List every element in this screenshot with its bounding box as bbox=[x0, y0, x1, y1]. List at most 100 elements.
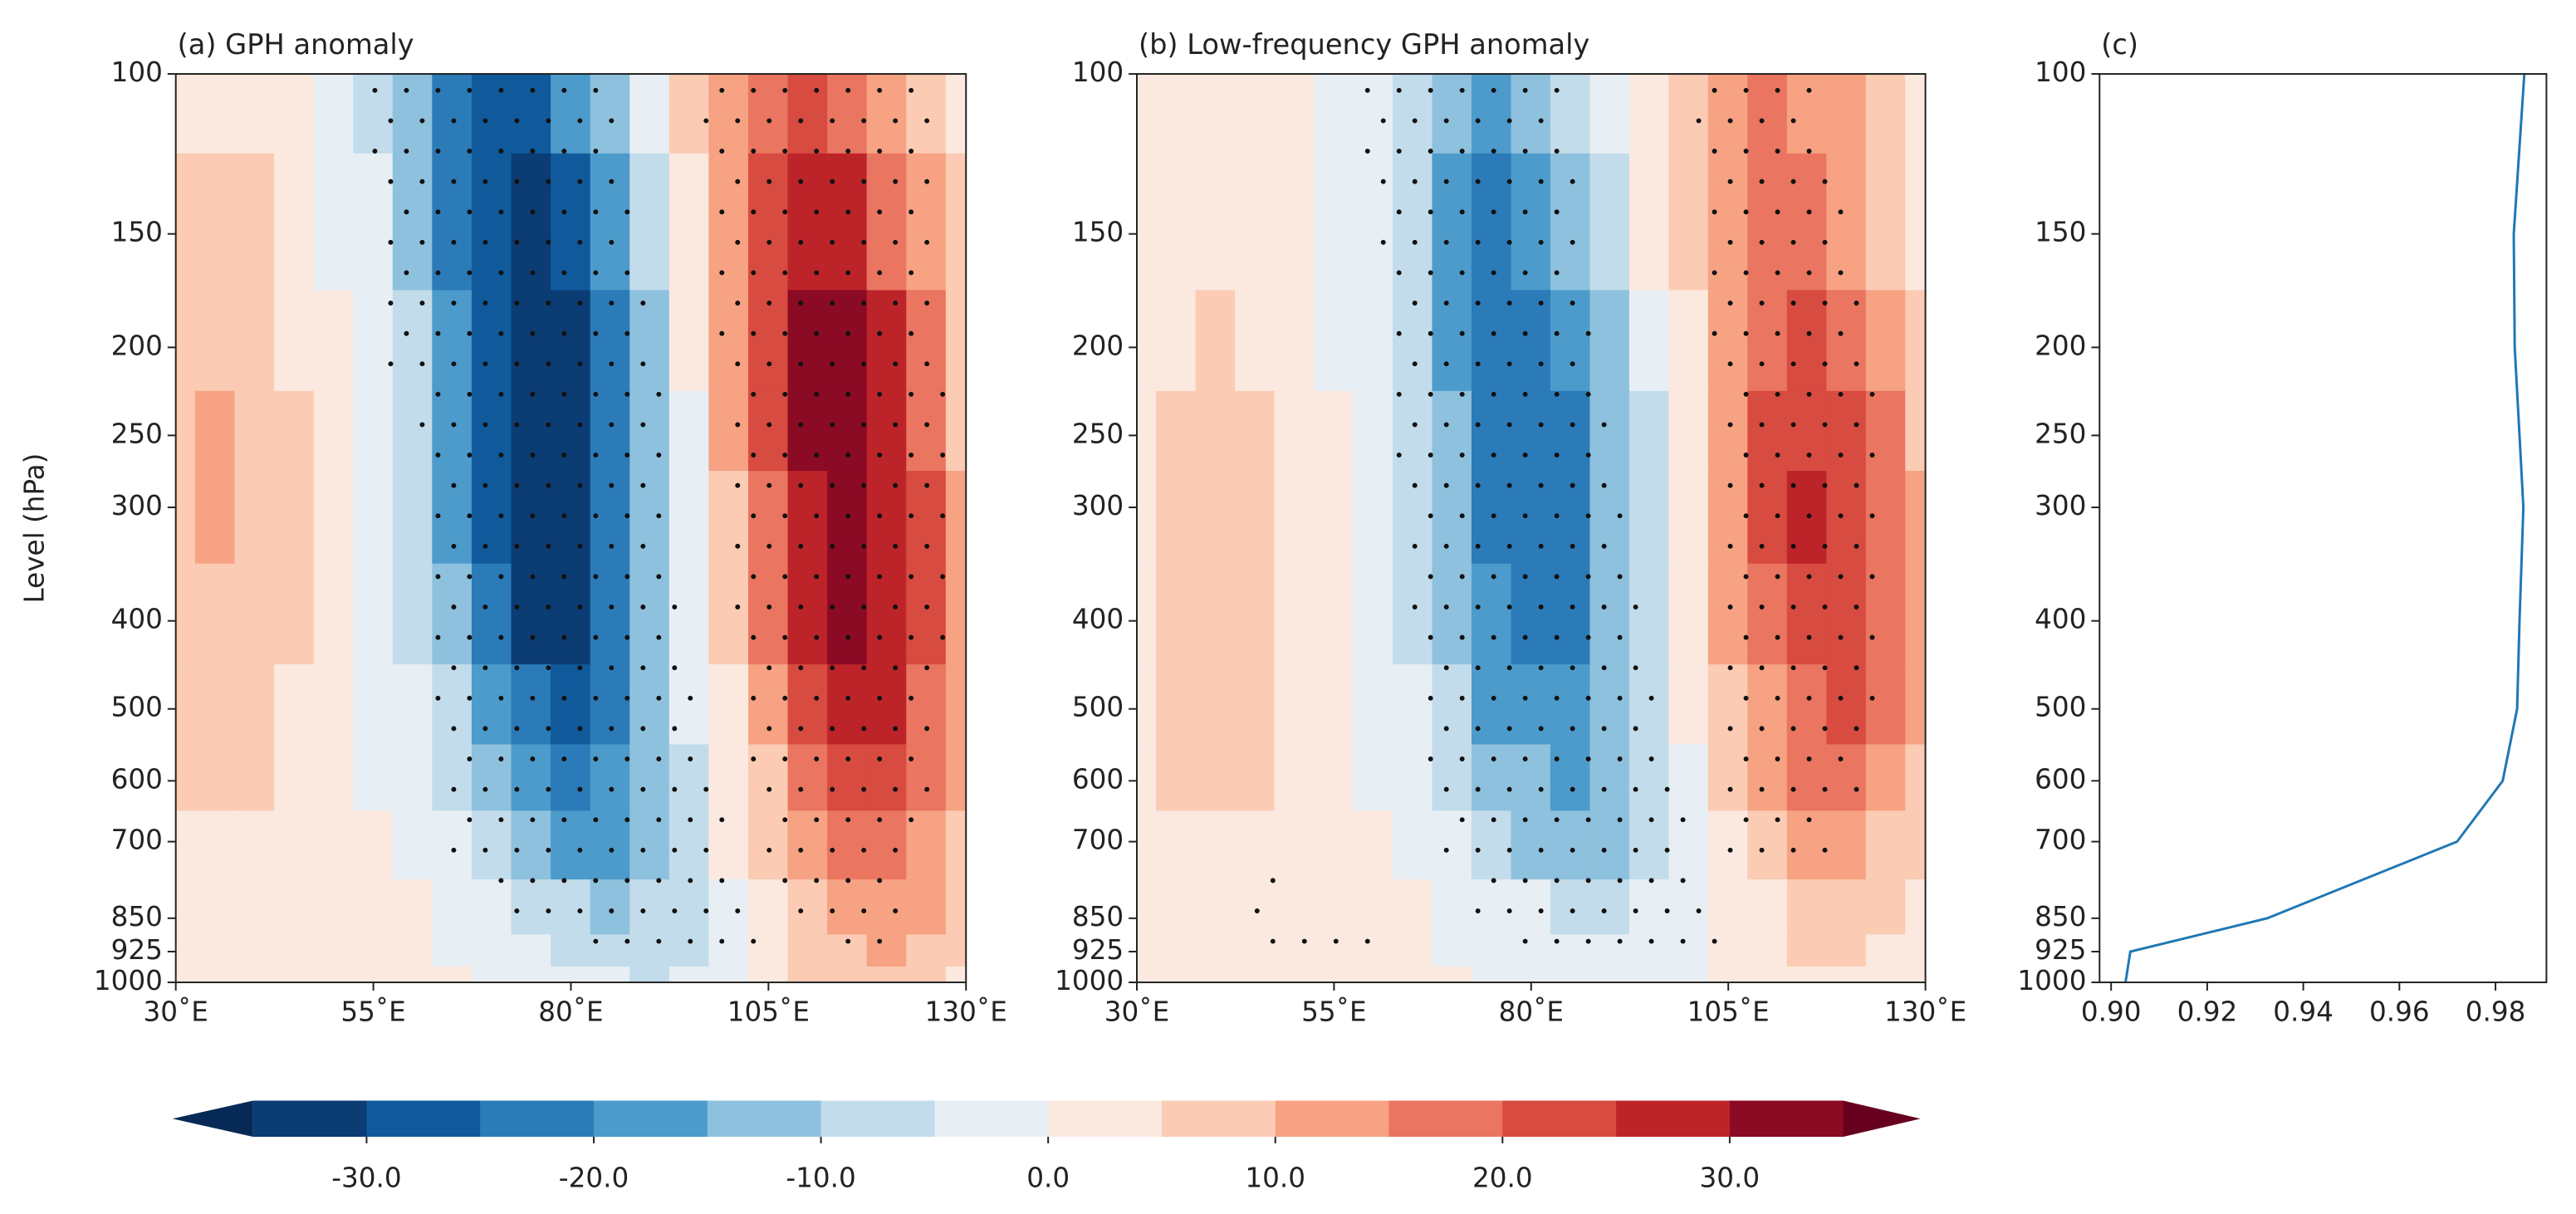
contour-cell bbox=[945, 471, 967, 565]
contour-cell bbox=[1668, 73, 1710, 154]
contour-cell bbox=[827, 664, 868, 746]
contour-cell bbox=[629, 563, 671, 666]
x-tick-label: 0.96 bbox=[2369, 996, 2430, 1028]
contour-cell bbox=[1628, 471, 1670, 565]
contour-cell bbox=[1136, 471, 1158, 565]
x-tick-label: 0.98 bbox=[2466, 996, 2526, 1028]
y-tick-label: 850 bbox=[2035, 901, 2086, 933]
x-tick-label: 0.94 bbox=[2273, 996, 2334, 1028]
colorbar-bin bbox=[1616, 1100, 1731, 1138]
contour-cell bbox=[274, 73, 315, 154]
contour-cell bbox=[1707, 73, 1749, 154]
contour-cell bbox=[1432, 744, 1473, 812]
contour-cell bbox=[1156, 934, 1197, 968]
contour-cell bbox=[1905, 153, 1927, 291]
contour-cell bbox=[1865, 290, 1907, 392]
contour-cell bbox=[313, 471, 355, 565]
contour-cell bbox=[1550, 290, 1591, 392]
contour-cell bbox=[629, 471, 671, 565]
contour-cell bbox=[1393, 664, 1433, 746]
contour-cell bbox=[1865, 73, 1907, 154]
contour-cell bbox=[629, 390, 671, 472]
contour-cell bbox=[590, 966, 631, 983]
contour-cell bbox=[1274, 471, 1315, 565]
contour-cell bbox=[1235, 153, 1276, 291]
contour-cell bbox=[1195, 290, 1237, 392]
stippling bbox=[751, 665, 930, 732]
contour-cell bbox=[432, 73, 473, 154]
contour-cell bbox=[194, 934, 236, 968]
contour-cell bbox=[1628, 744, 1670, 812]
contour-cell bbox=[1589, 810, 1631, 881]
contour-cell bbox=[945, 390, 967, 472]
contour-cell bbox=[194, 290, 236, 392]
contour-cell bbox=[1786, 664, 1828, 746]
contour-cell bbox=[1550, 879, 1591, 936]
contour-cell bbox=[471, 153, 512, 291]
contour-cell bbox=[747, 664, 789, 746]
contour-cell bbox=[708, 290, 750, 392]
contour-cell bbox=[1511, 664, 1552, 746]
contour-cell bbox=[1589, 879, 1631, 936]
contour-cell bbox=[708, 810, 750, 881]
contour-cell bbox=[432, 563, 473, 666]
contour-cell bbox=[1628, 390, 1670, 472]
contour-cell bbox=[1274, 290, 1315, 392]
contour-cell bbox=[1826, 290, 1867, 392]
x-tick-label: 130˚E bbox=[1884, 996, 1966, 1028]
contour-cell bbox=[175, 563, 197, 666]
contour-cell bbox=[274, 810, 315, 881]
contour-cell bbox=[1471, 934, 1512, 968]
contour-cell bbox=[1826, 744, 1867, 812]
contour-cell bbox=[787, 966, 829, 983]
contour-cell bbox=[787, 664, 829, 746]
x-tick-label: 0.90 bbox=[2081, 996, 2142, 1028]
panel-title: (a) GPH anomaly bbox=[178, 28, 414, 61]
contour-cell bbox=[1432, 73, 1473, 154]
colorbar-bin bbox=[1502, 1100, 1617, 1138]
contour-cell bbox=[827, 879, 868, 936]
contour-cell bbox=[1235, 744, 1276, 812]
contour-cell bbox=[1471, 153, 1512, 291]
contour-cell bbox=[1274, 73, 1315, 154]
contour-cell bbox=[1707, 153, 1749, 291]
y-tick-label: 250 bbox=[2035, 418, 2086, 449]
contour-cell bbox=[747, 744, 789, 812]
contour-cell bbox=[1136, 563, 1158, 666]
contour-cell bbox=[471, 290, 512, 392]
contour-cell bbox=[1136, 390, 1158, 472]
contour-cell bbox=[1353, 471, 1394, 565]
contour-cell bbox=[827, 810, 868, 881]
contour-cell bbox=[353, 664, 394, 746]
contour-cell bbox=[1353, 966, 1394, 983]
contour-cell bbox=[1353, 810, 1394, 881]
stippling bbox=[751, 756, 930, 792]
y-tick-label: 700 bbox=[1072, 825, 1124, 856]
contour-cell bbox=[1550, 153, 1591, 291]
contour-cell bbox=[1314, 879, 1354, 936]
stippling bbox=[419, 391, 662, 458]
contour-cell bbox=[1668, 390, 1710, 472]
y-tick-label: 400 bbox=[2035, 604, 2086, 635]
contour-cell bbox=[1353, 73, 1394, 154]
contour-cell bbox=[234, 879, 276, 936]
contour-cell bbox=[1471, 290, 1512, 392]
contour-cell bbox=[234, 471, 276, 565]
y-tick-label: 850 bbox=[111, 901, 163, 933]
contour-cell bbox=[866, 664, 908, 746]
contour-cell bbox=[1353, 744, 1394, 812]
contour-cell bbox=[353, 934, 394, 968]
contour-cell bbox=[1393, 73, 1433, 154]
contour-cell bbox=[175, 73, 197, 154]
contour-cell bbox=[708, 73, 750, 154]
contour-cell bbox=[1353, 879, 1394, 936]
stippling bbox=[435, 665, 693, 732]
contour-cell bbox=[906, 664, 948, 746]
contour-cell bbox=[313, 73, 355, 154]
contour-cell bbox=[629, 966, 671, 983]
contour-cell bbox=[1393, 563, 1433, 666]
x-tick-label: 105˚E bbox=[1687, 996, 1770, 1028]
contour-cell bbox=[392, 73, 433, 154]
contour-cell bbox=[1707, 290, 1749, 392]
contour-cell bbox=[1195, 471, 1237, 565]
